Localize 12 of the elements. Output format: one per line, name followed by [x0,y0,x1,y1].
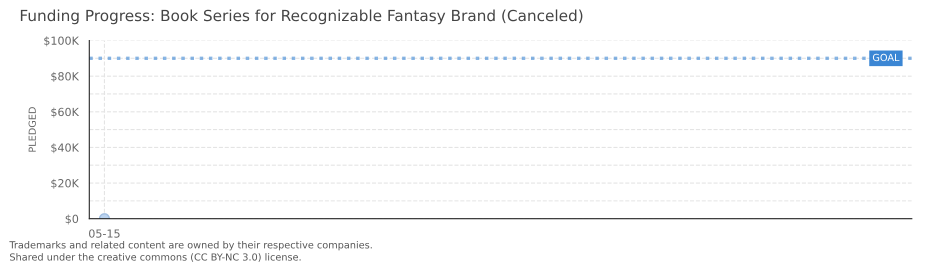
y-tick-label: $100K [44,36,80,46]
text: Shared under the creative commons (CC BY-NC 3.0) license. [10,253,301,262]
y-axis-title: PLEDGED [28,107,36,152]
ref-line-label: GOAL [872,54,900,62]
text: Trademarks and related content are owned by their respective companies. [9,240,372,250]
y-tick-label: $20K [51,178,80,189]
y-tick-label: $60K [51,108,80,118]
y-tick-label: $40K [51,143,80,154]
y-tick-label: $0 [66,214,78,225]
text: Funding Progress: Book Series for Recognizable Fantasy Brand (Canceled) [20,9,582,24]
x-tick-label: 05-15 [89,229,120,238]
y-tick-label: $80K [51,72,80,82]
